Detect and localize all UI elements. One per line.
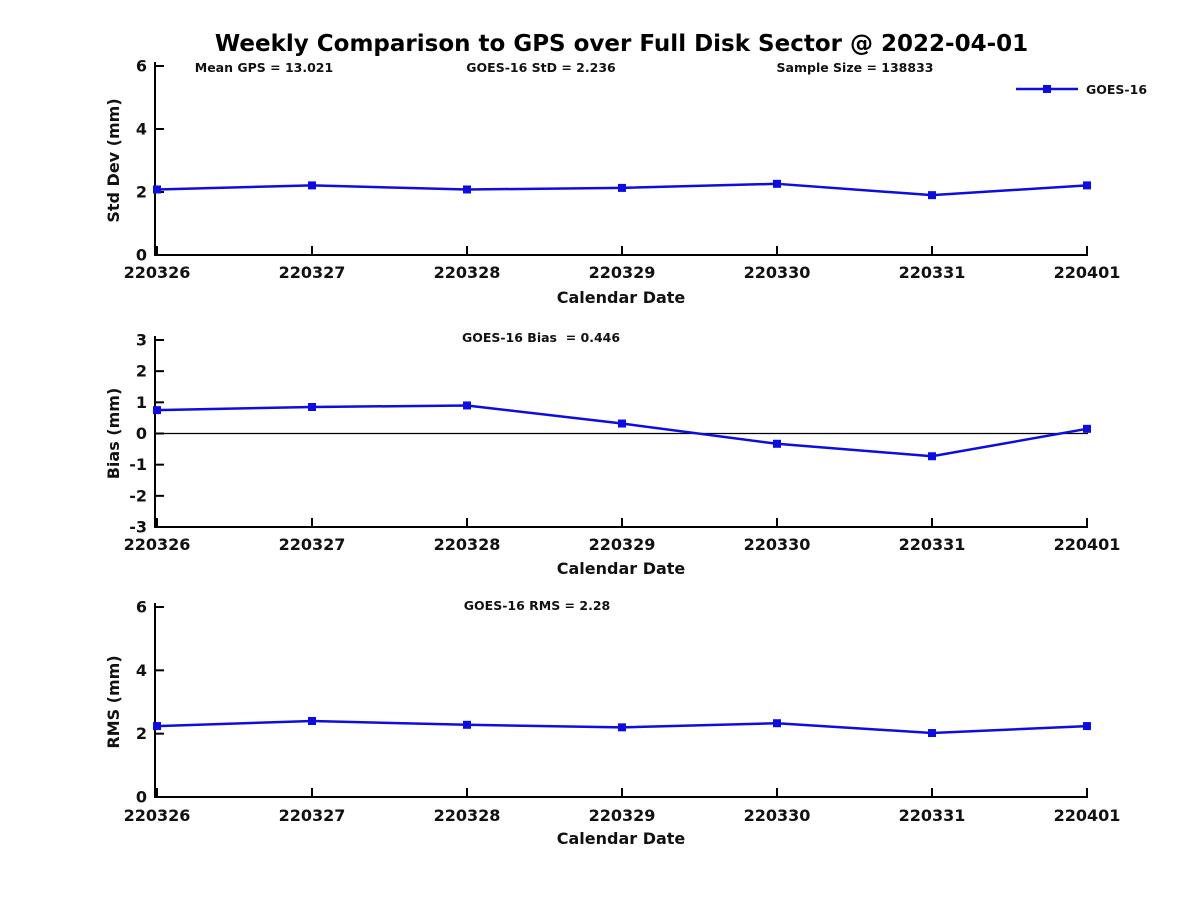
x-tick-label: 220329 bbox=[589, 263, 656, 282]
rms-data-point-marker bbox=[1083, 722, 1091, 731]
rms-data-point-marker bbox=[463, 720, 471, 729]
x-tick-label: 220327 bbox=[279, 263, 346, 282]
bias-data-point-marker bbox=[463, 401, 471, 410]
bias-data-point-marker bbox=[308, 403, 316, 412]
x-tick-label: 220330 bbox=[744, 263, 811, 282]
stat-annotation: Mean GPS = 13.021 bbox=[195, 60, 333, 75]
x-tick-label: 220326 bbox=[124, 535, 191, 554]
y-tick-label: 2 bbox=[136, 724, 147, 743]
x-tick-label: 220401 bbox=[1054, 535, 1121, 554]
x-tick-label: 220401 bbox=[1054, 263, 1121, 282]
y-tick-label: 4 bbox=[136, 661, 147, 680]
x-axis-title: Calendar Date bbox=[557, 829, 686, 848]
plot-bias: -3 -2 -1 0 1 2 3 220326 220327 220328 220329 220330… bbox=[104, 330, 1120, 578]
plot-std-dev: 0 2 4 6 220326 220327 220328 220329 220330 220331… bbox=[104, 57, 1120, 308]
legend: GOES-16 bbox=[1016, 82, 1147, 97]
x-axis-title: Calendar Date bbox=[557, 559, 686, 578]
y-tick-label: 6 bbox=[136, 598, 147, 617]
y-tick-label: 3 bbox=[136, 331, 147, 350]
stat-annotation: Sample Size = 138833 bbox=[777, 60, 934, 75]
x-tick-label: 220331 bbox=[899, 263, 966, 282]
y-axis-title: Std Dev (mm) bbox=[104, 98, 123, 222]
y-tick-label: -2 bbox=[129, 486, 147, 505]
bias-data-point-marker bbox=[773, 439, 781, 448]
legend-label: GOES-16 bbox=[1086, 82, 1147, 97]
x-tick-label: 220326 bbox=[124, 263, 191, 282]
x-tick-label: 220327 bbox=[279, 806, 346, 825]
bias-series-line bbox=[156, 404, 1088, 458]
x-tick-label: 220331 bbox=[899, 806, 966, 825]
y-tick-label: 2 bbox=[136, 183, 147, 202]
x-tick-label: 220330 bbox=[744, 535, 811, 554]
rms-data-point-marker bbox=[618, 723, 626, 732]
std-dev-data-point-marker bbox=[928, 191, 936, 200]
y-tick-label: 2 bbox=[136, 362, 147, 381]
y-tick-label: 0 bbox=[136, 424, 147, 443]
y-tick-label: -3 bbox=[129, 518, 147, 537]
x-tick-label: 220401 bbox=[1054, 806, 1121, 825]
y-axis-title: Bias (mm) bbox=[104, 388, 123, 480]
y-tick-label: -1 bbox=[129, 455, 147, 474]
legend-marker-sample bbox=[1043, 85, 1051, 93]
x-axis-title: Calendar Date bbox=[557, 288, 686, 307]
y-tick-label: 0 bbox=[136, 246, 147, 265]
rms-data-point-marker bbox=[773, 719, 781, 728]
std-dev-data-point-marker bbox=[308, 181, 316, 190]
std-dev-data-point-marker bbox=[463, 185, 471, 194]
x-tick-label: 220330 bbox=[744, 806, 811, 825]
y-tick-label: 1 bbox=[136, 393, 147, 412]
y-tick-label: 0 bbox=[136, 788, 147, 807]
bias-data-point-marker bbox=[1083, 424, 1091, 433]
stat-annotation: GOES-16 RMS = 2.28 bbox=[464, 598, 610, 613]
bias-data-point-marker bbox=[618, 419, 626, 428]
y-tick-label: 4 bbox=[136, 120, 147, 139]
rms-data-point-marker bbox=[308, 717, 316, 725]
stat-annotation: GOES-16 Bias = 0.446 bbox=[462, 330, 620, 345]
rms-data-point-marker bbox=[153, 722, 161, 731]
plot-rms: 0 2 4 6 220326 220327 220328 220329 220330 220331… bbox=[104, 598, 1120, 849]
y-axis-title: RMS (mm) bbox=[104, 655, 123, 748]
figure-title: Weekly Comparison to GPS over Full Disk … bbox=[214, 31, 1029, 57]
bias-data-point-marker bbox=[928, 452, 936, 461]
x-tick-label: 220329 bbox=[589, 806, 656, 825]
x-tick-label: 220328 bbox=[434, 263, 501, 282]
std-dev-data-point-marker bbox=[153, 185, 161, 194]
x-tick-label: 220328 bbox=[434, 806, 501, 825]
stat-annotation: GOES-16 StD = 2.236 bbox=[466, 60, 616, 75]
x-tick-label: 220329 bbox=[589, 535, 656, 554]
x-tick-label: 220327 bbox=[279, 535, 346, 554]
std-dev-data-point-marker bbox=[773, 179, 781, 188]
std-dev-data-point-marker bbox=[618, 183, 626, 192]
x-tick-label: 220326 bbox=[124, 806, 191, 825]
x-tick-label: 220328 bbox=[434, 535, 501, 554]
x-tick-label: 220331 bbox=[899, 535, 966, 554]
y-tick-label: 6 bbox=[136, 57, 147, 76]
std-dev-data-point-marker bbox=[1083, 181, 1091, 190]
bias-data-point-marker bbox=[153, 406, 161, 415]
rms-data-point-marker bbox=[928, 729, 936, 738]
